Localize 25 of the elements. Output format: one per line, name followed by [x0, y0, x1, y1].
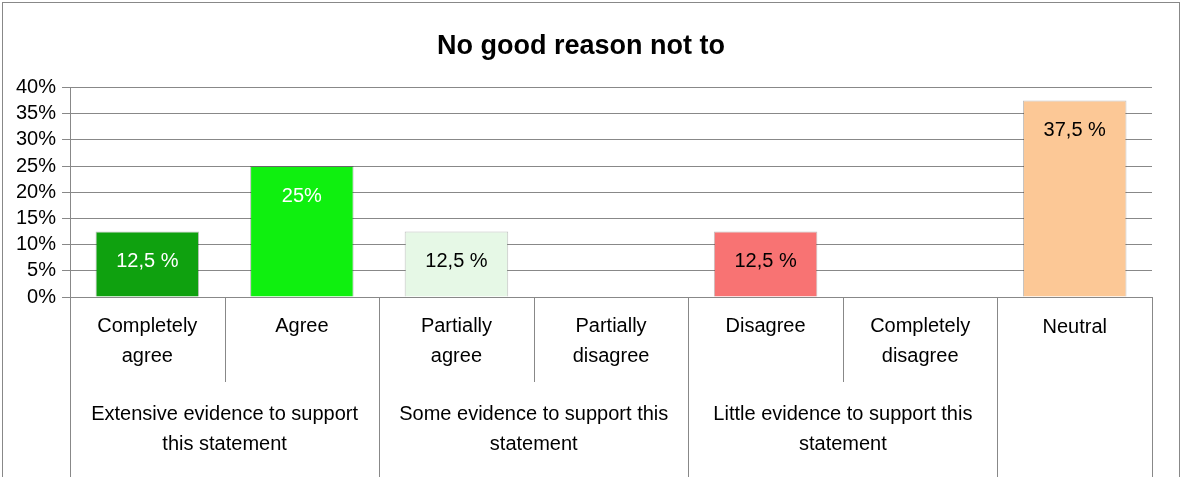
text: Neutral — [1042, 314, 1107, 337]
y-tick-label: 5% — [27, 258, 57, 281]
x-tick-label: Partially agree — [420, 313, 493, 366]
y-tick-label: 25% — [16, 153, 57, 176]
x-tick-label: Completely disagree — [870, 313, 971, 366]
x-tick-label: Disagree — [725, 313, 806, 336]
y-tick-label: 15% — [16, 205, 57, 228]
x-tick-label: Agree — [275, 313, 329, 336]
y-tick-label: 20% — [16, 179, 57, 202]
text: Extensive evidence to support this statement — [91, 402, 359, 455]
y-tick-label: 30% — [16, 127, 57, 150]
data-label: 12,5 % — [116, 249, 179, 272]
text: Little evidence to support this statement — [713, 402, 973, 455]
x-tick-label: Partially disagree — [572, 313, 650, 366]
data-label: 25% — [281, 183, 323, 206]
y-tick-label: 0% — [27, 284, 57, 307]
x-tick-label: Completely agree — [97, 313, 198, 366]
y-tick-label: 40% — [16, 74, 57, 97]
chart-title: No good reason not to — [437, 29, 725, 60]
y-tick-label: 10% — [16, 232, 57, 255]
y-tick-label: 35% — [16, 101, 57, 124]
data-label: 12,5 % — [734, 249, 797, 272]
text: Some evidence to support this statement — [399, 402, 669, 455]
data-label: 37,5 % — [1043, 118, 1107, 141]
data-label: 12,5 % — [425, 249, 488, 272]
